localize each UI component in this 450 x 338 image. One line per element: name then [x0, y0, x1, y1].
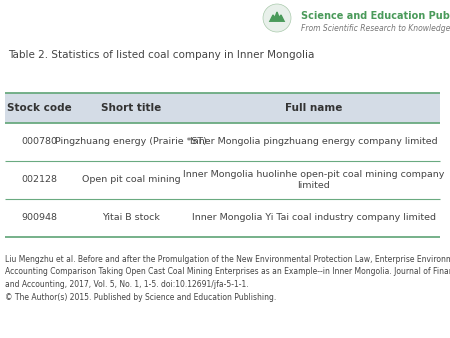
Text: Inner Mongolia Yi Tai coal industry company limited: Inner Mongolia Yi Tai coal industry comp… [192, 214, 436, 222]
Polygon shape [274, 12, 280, 20]
Polygon shape [269, 15, 285, 23]
Text: 900948: 900948 [22, 214, 58, 222]
Text: Pingzhuang energy (Prairie *ST): Pingzhuang energy (Prairie *ST) [55, 138, 207, 146]
Text: Stock code: Stock code [8, 103, 72, 113]
Text: Inner Mongolia pingzhuang energy company limited: Inner Mongolia pingzhuang energy company… [190, 138, 438, 146]
Text: Table 2. Statistics of listed coal company in Inner Mongolia: Table 2. Statistics of listed coal compa… [8, 50, 315, 60]
Text: 000780: 000780 [22, 138, 58, 146]
Bar [5, 93, 440, 123]
Text: Short title: Short title [101, 103, 161, 113]
Text: From Scientific Research to Knowledge: From Scientific Research to Knowledge [301, 24, 450, 33]
Text: Science and Education Publishing: Science and Education Publishing [301, 11, 450, 21]
Ellipse shape [263, 4, 291, 32]
Text: Inner Mongolia huolinhe open-pit coal mining company
limited: Inner Mongolia huolinhe open-pit coal mi… [183, 170, 445, 190]
Text: Open pit coal mining: Open pit coal mining [82, 175, 180, 185]
Text: Full name: Full name [285, 103, 342, 113]
Text: Liu Mengzhu et al. Before and after the Promulgation of the New Environmental Pr: Liu Mengzhu et al. Before and after the … [5, 255, 450, 301]
Text: Yitai B stock: Yitai B stock [102, 214, 160, 222]
Text: 002128: 002128 [22, 175, 58, 185]
